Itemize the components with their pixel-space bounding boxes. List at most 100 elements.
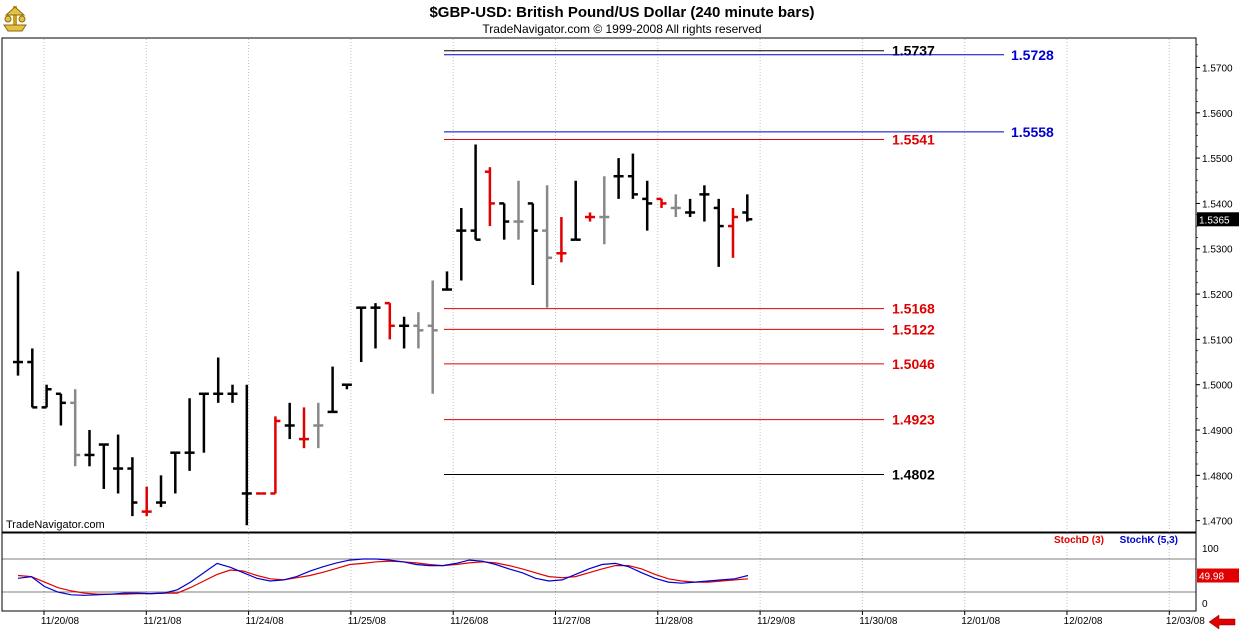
x-tick-label: 11/29/08 [757,616,796,627]
ohlc-bar [585,212,595,222]
ohlc-bar [427,280,438,394]
date-x-axis: 11/20/08 11/21/08 11/24/08 11/25/08 11/26/08… [41,611,1205,627]
ohlc-bar [627,153,638,199]
ohlc-bar [728,207,738,258]
fib-levels: 1.5737 1.5728 1.5558 1.5541 1.5168 1.5122 1.50… [444,43,1054,482]
x-tick-label: 11/20/08 [41,616,80,627]
ohlc-bar [470,144,481,241]
ohlc-bar [84,430,95,467]
y-tick-label: 1.4900 [1202,426,1233,437]
ohlc-bar [599,176,610,245]
ohlc-bar [98,443,109,489]
y-tick-label: 1.5300 [1202,245,1233,256]
legend-stochd: StochD (3) [1054,535,1104,546]
x-tick-label: 11/26/08 [450,616,489,627]
stochastic-lines: 100 0 49.98 [2,544,1239,610]
level-label: 1.5046 [892,356,935,372]
x-tick-label: 11/30/08 [859,616,898,627]
chart-title: $GBP-USD: British Pound/US Dollar (240 m… [429,4,814,21]
ohlc-bar [499,202,510,240]
ohlc-bar [442,271,452,291]
ohlc-bar [141,486,152,517]
y-tick-label: 1.5400 [1202,199,1233,210]
stoch-last-value-label: 49.98 [1199,572,1224,583]
y-tick-label: 1.4800 [1202,471,1233,482]
watermark: TradeNavigator.com [6,519,105,531]
y-tick-label: 1.5500 [1202,154,1233,165]
ohlc-bar [184,398,195,471]
ohlc-bar [227,384,238,403]
ohlc-bar [356,306,367,363]
ohlc-bar [327,366,338,414]
ohlc-bar [299,407,309,449]
x-tick-label: 11/24/08 [246,616,285,627]
trade-navigator-logo-icon [3,6,27,32]
ohlc-bar [642,180,653,231]
level-label: 1.5558 [1011,124,1054,140]
x-tick-label: 11/28/08 [655,616,694,627]
x-tick-label: 12/03/08 [1166,616,1205,627]
ohlc-bar [213,357,224,403]
y-tick-label: 1.5200 [1202,290,1233,301]
level-label: 1.5122 [892,321,935,337]
stochastic-panel [1,532,1197,612]
ohlc-bar [41,384,52,409]
ohlc-bar [370,303,381,349]
scroll-right-arrow-icon[interactable] [1208,614,1236,630]
x-tick-label: 12/02/08 [1064,616,1103,627]
ohlc-bar [742,194,753,222]
last-price-box [1197,212,1239,227]
chart-copyright: TradeNavigator.com © 1999-2008 All right… [482,22,761,36]
price-bars [13,144,753,526]
ohlc-bar [413,312,424,349]
ohlc-bar [456,207,467,281]
x-tick-label: 11/25/08 [348,616,387,627]
x-tick-label: 12/01/08 [961,616,1000,627]
price-panel [1,37,1197,533]
ohlc-bar [484,167,495,227]
last-price-label: 1.5365 [1199,215,1230,226]
level-label: 1.5541 [892,132,935,148]
ohlc-bar [570,180,581,241]
y-tick-label: 1.5700 [1202,63,1233,74]
level-label: 1.5168 [892,301,935,317]
ohlc-bar [341,383,352,390]
ohlc-bar [513,180,524,240]
ohlc-bar [556,217,567,263]
ohlc-bar [699,185,710,222]
y-tick-label: 1.5100 [1202,335,1233,346]
y-tick-label: 1.5600 [1202,109,1233,120]
stoch-y-tick-label: 100 [1202,544,1219,555]
stoch-last-value-box [1197,568,1239,583]
ohlc-bar [613,158,624,199]
legend-stochk: StochK (5,3) [1120,535,1178,546]
x-tick-label: 11/21/08 [143,616,182,627]
level-label: 1.5728 [1011,47,1054,63]
ohlc-bar [384,301,395,340]
price-y-axis: 1.5700 1.5600 1.5500 1.5400 1.5300 1.5200 1.51… [1196,44,1239,528]
ohlc-bar [127,457,138,517]
ohlc-bar [198,392,209,453]
ohlc-bar [542,185,553,308]
ohlc-bar [284,402,295,440]
ohlc-bar [270,416,281,495]
stoch-series-line [17,558,749,596]
ohlc-bar [399,316,410,349]
ohlc-bar [313,402,324,449]
x-tick-label: 11/27/08 [552,616,591,627]
level-label: 1.4923 [892,412,935,428]
ohlc-bar [713,198,724,267]
ohlc-bar [527,202,538,285]
y-tick-label: 1.4700 [1202,517,1233,528]
level-label: 1.5737 [892,43,935,59]
y-tick-label: 1.5000 [1202,381,1233,392]
ohlc-bar [113,434,124,494]
grid [43,39,1170,611]
stoch-y-tick-label: 0 [1202,599,1208,610]
ohlc-bar [55,392,66,426]
ohlc-bar [170,451,181,494]
level-label: 1.4802 [892,466,935,482]
ohlc-bar [70,389,81,467]
